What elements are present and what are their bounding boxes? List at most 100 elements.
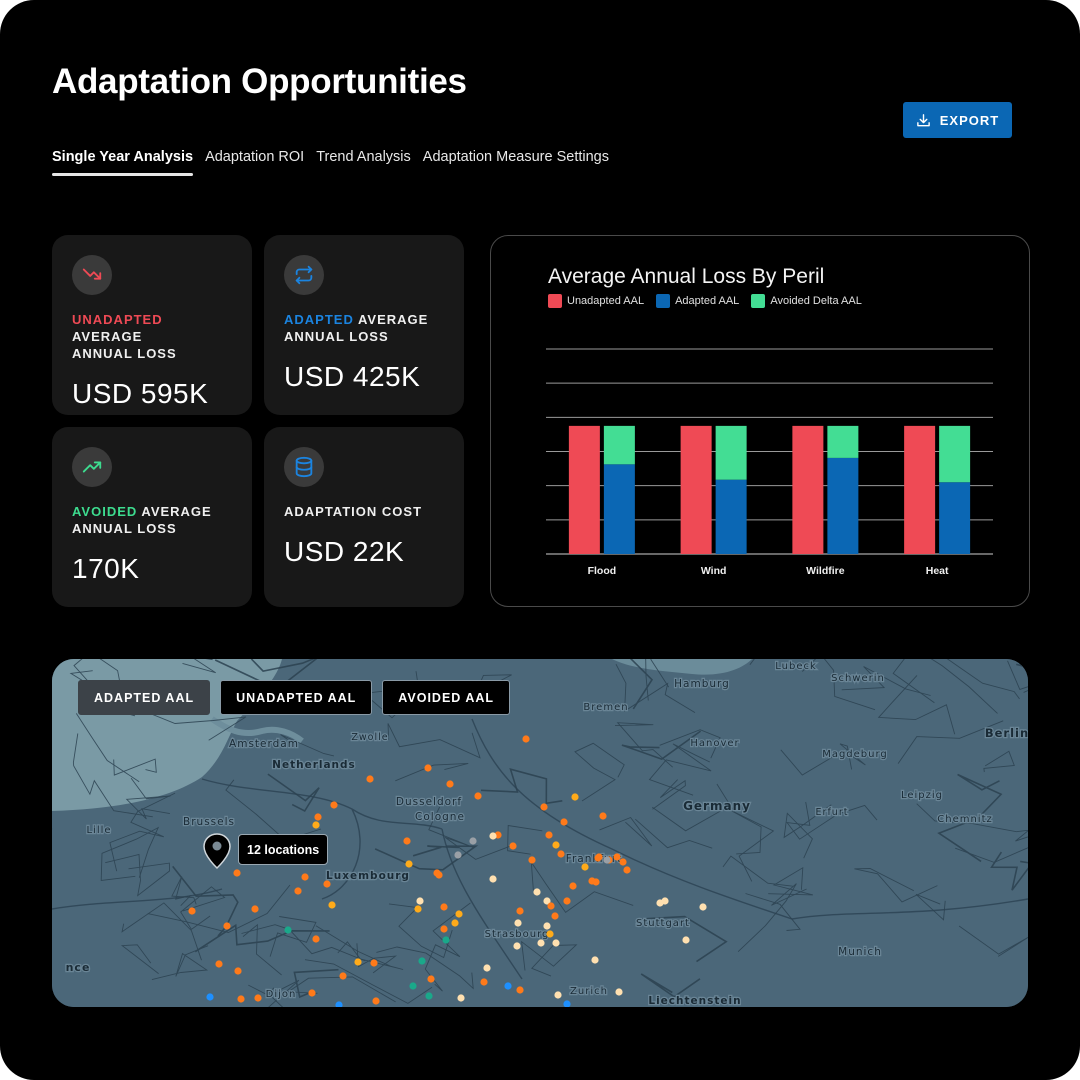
location-marker[interactable] xyxy=(489,832,497,840)
avoided-aal-button[interactable]: AVOIDED AAL xyxy=(382,680,511,715)
bar-unadapted-wind[interactable] xyxy=(680,425,712,554)
bar-adapted-heat[interactable] xyxy=(939,482,971,554)
location-marker[interactable] xyxy=(323,880,331,888)
location-marker[interactable] xyxy=(418,957,426,965)
location-marker[interactable] xyxy=(545,831,553,839)
location-marker[interactable] xyxy=(619,858,627,866)
tab-adaptation-measure-settings[interactable]: Adaptation Measure Settings xyxy=(422,149,609,165)
location-marker[interactable] xyxy=(682,936,690,944)
location-marker[interactable] xyxy=(188,907,196,915)
location-marker[interactable] xyxy=(312,821,320,829)
location-marker[interactable] xyxy=(308,989,316,997)
location-marker[interactable] xyxy=(540,803,548,811)
location-marker[interactable] xyxy=(514,919,522,927)
location-marker[interactable] xyxy=(446,780,454,788)
location-marker[interactable] xyxy=(623,866,631,874)
legend-item-adapted[interactable]: Adapted AAL xyxy=(656,294,739,308)
location-marker[interactable] xyxy=(451,919,459,927)
location-marker[interactable] xyxy=(509,842,517,850)
location-marker[interactable] xyxy=(552,939,560,947)
location-marker[interactable] xyxy=(314,813,322,821)
location-marker[interactable] xyxy=(339,972,347,980)
bar-avoided-wildfire[interactable] xyxy=(827,425,859,458)
tab-adaptation-roi[interactable]: Adaptation ROI xyxy=(205,149,305,165)
cluster-badge[interactable]: 12 locations xyxy=(238,834,329,865)
location-marker[interactable] xyxy=(591,956,599,964)
location-marker[interactable] xyxy=(440,903,448,911)
location-marker[interactable] xyxy=(483,964,491,972)
location-marker[interactable] xyxy=(233,869,241,877)
location-marker[interactable] xyxy=(206,993,214,1001)
location-marker[interactable] xyxy=(301,873,309,881)
unadapted-aal-button[interactable]: UNADAPTED AAL xyxy=(220,680,373,715)
location-marker[interactable] xyxy=(237,995,245,1003)
location-marker[interactable] xyxy=(699,903,707,911)
location-marker[interactable] xyxy=(516,907,524,915)
legend-item-unadapted[interactable]: Unadapted AAL xyxy=(548,294,644,308)
location-marker[interactable] xyxy=(599,812,607,820)
location-marker[interactable] xyxy=(414,905,422,913)
bar-avoided-wind[interactable] xyxy=(715,425,747,480)
location-marker[interactable] xyxy=(528,856,536,864)
location-marker[interactable] xyxy=(328,901,336,909)
location-marker[interactable] xyxy=(563,1000,571,1007)
location-marker[interactable] xyxy=(554,991,562,999)
bar-adapted-wildfire[interactable] xyxy=(827,457,859,554)
location-marker[interactable] xyxy=(552,841,560,849)
location-marker[interactable] xyxy=(474,792,482,800)
location-marker[interactable] xyxy=(563,897,571,905)
export-button[interactable]: EXPORT xyxy=(903,102,1012,138)
location-marker[interactable] xyxy=(254,994,262,1002)
bar-avoided-heat[interactable] xyxy=(939,425,971,483)
location-marker[interactable] xyxy=(557,850,565,858)
location-marker[interactable] xyxy=(454,851,462,859)
location-marker[interactable] xyxy=(603,856,611,864)
location-marker[interactable] xyxy=(513,942,521,950)
location-marker[interactable] xyxy=(533,888,541,896)
location-marker[interactable] xyxy=(613,853,621,861)
bar-unadapted-flood[interactable] xyxy=(568,425,600,554)
location-marker[interactable] xyxy=(595,853,603,861)
bar-unadapted-wildfire[interactable] xyxy=(792,425,824,554)
location-marker[interactable] xyxy=(469,837,477,845)
location-marker[interactable] xyxy=(543,922,551,930)
location-marker[interactable] xyxy=(546,930,554,938)
location-marker[interactable] xyxy=(403,837,411,845)
location-marker[interactable] xyxy=(370,959,378,967)
location-marker[interactable] xyxy=(405,860,413,868)
location-marker[interactable] xyxy=(547,902,555,910)
location-marker[interactable] xyxy=(223,922,231,930)
location-marker[interactable] xyxy=(409,982,417,990)
location-marker[interactable] xyxy=(234,967,242,975)
location-marker[interactable] xyxy=(581,863,589,871)
location-marker[interactable] xyxy=(489,875,497,883)
map-pin-icon[interactable] xyxy=(202,833,232,874)
location-marker[interactable] xyxy=(433,869,441,877)
bar-adapted-flood[interactable] xyxy=(603,464,635,554)
location-marker[interactable] xyxy=(516,986,524,994)
adapted-aal-button[interactable]: ADAPTED AAL xyxy=(78,680,211,715)
location-marker[interactable] xyxy=(522,735,530,743)
bar-avoided-flood[interactable] xyxy=(603,425,635,465)
map-canvas[interactable]: Lubeck Schwerin Hamburg Bremen Berlin Amsterd… xyxy=(52,659,1028,1007)
location-marker[interactable] xyxy=(284,926,292,934)
location-marker[interactable] xyxy=(661,897,669,905)
location-marker[interactable] xyxy=(366,775,374,783)
location-marker[interactable] xyxy=(335,1001,343,1007)
location-marker[interactable] xyxy=(569,882,577,890)
legend-item-avoided[interactable]: Avoided Delta AAL xyxy=(751,294,862,308)
location-marker[interactable] xyxy=(551,912,559,920)
location-marker[interactable] xyxy=(615,988,623,996)
tab-single-year-analysis[interactable]: Single Year Analysis xyxy=(52,149,194,176)
location-marker[interactable] xyxy=(592,878,600,886)
location-marker[interactable] xyxy=(416,897,424,905)
location-marker[interactable] xyxy=(560,818,568,826)
location-marker[interactable] xyxy=(504,982,512,990)
location-marker[interactable] xyxy=(312,935,320,943)
location-marker[interactable] xyxy=(427,975,435,983)
location-marker[interactable] xyxy=(330,801,338,809)
location-marker[interactable] xyxy=(543,897,551,905)
location-marker[interactable] xyxy=(354,958,362,966)
location-marker[interactable] xyxy=(251,905,259,913)
bar-unadapted-heat[interactable] xyxy=(904,425,936,554)
